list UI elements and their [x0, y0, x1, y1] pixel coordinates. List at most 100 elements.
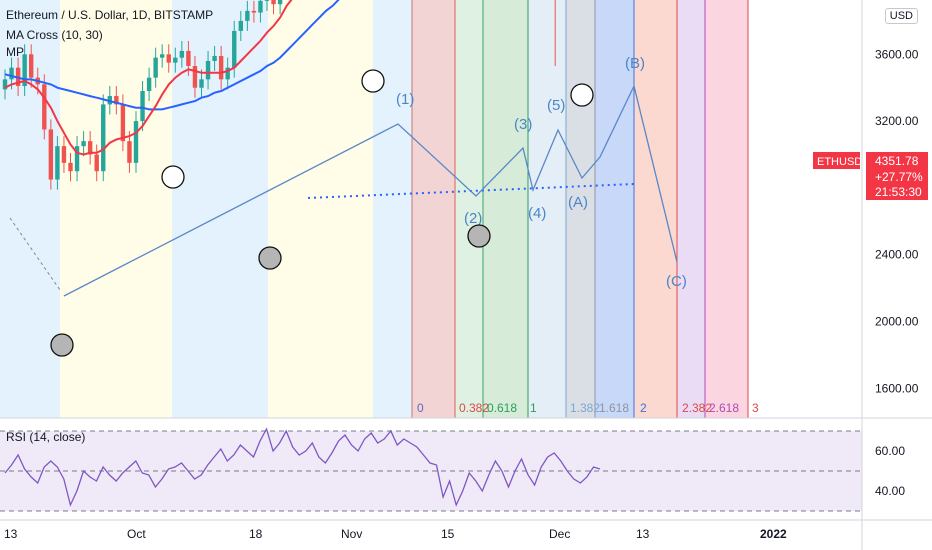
candle-body	[120, 104, 126, 142]
cycle-marker-circle	[467, 224, 491, 248]
candle-body	[271, 0, 276, 5]
candle-body	[238, 20, 243, 31]
fib-time-label: 0	[417, 401, 424, 415]
time-axis-label: Nov	[341, 527, 362, 541]
candle-body	[22, 54, 27, 87]
symbol-price-tag-bg	[813, 152, 860, 169]
fib-time-label: 2.382	[682, 401, 712, 415]
ma-cross-indicator-label[interactable]: MA Cross (10, 30)	[6, 28, 103, 42]
elliott-wave-path	[63, 84, 678, 297]
candle-body	[199, 79, 204, 88]
candle-body	[166, 54, 171, 63]
wave-label: (3)	[514, 116, 532, 133]
time-zone-band	[412, 0, 455, 418]
wave-label: (2)	[464, 210, 482, 227]
candle-body	[81, 141, 86, 147]
fib-time-label: 1.382	[570, 401, 600, 415]
candle-body	[61, 146, 67, 163]
time-axis-label: Oct	[127, 527, 146, 541]
candle-body	[251, 10, 257, 13]
time-axis-label: 18	[249, 527, 263, 541]
price-tick-label: 3600.00	[875, 47, 919, 61]
time-axis-label: 2022	[760, 527, 787, 541]
candle-body	[179, 50, 185, 58]
candle-body	[205, 60, 211, 80]
fib-time-label: 3	[752, 401, 759, 415]
time-zone-band	[455, 0, 483, 418]
candle-body	[160, 54, 165, 58]
price-tick-label: 1600.00	[875, 381, 919, 395]
time-zone-band	[483, 0, 528, 418]
time-zone-band	[60, 0, 172, 418]
dashed-trendline	[9, 217, 61, 291]
candle-body	[101, 104, 106, 172]
time-axis-label: 15	[441, 527, 455, 541]
ma30-line	[4, 0, 340, 111]
time-axis-label: 13	[4, 527, 18, 541]
wave-label: (4)	[528, 205, 546, 222]
candle-body	[48, 129, 54, 180]
candle-body	[173, 57, 178, 63]
candle-body	[2, 79, 8, 90]
symbol-price-tag: ETHUSD	[817, 156, 862, 168]
candle-body	[94, 154, 99, 172]
candle-body	[74, 146, 80, 172]
price-tick-label: 2000.00	[875, 315, 919, 329]
bar-countdown: 21:53:30	[875, 185, 922, 199]
cycle-marker-circle	[361, 69, 385, 93]
fib-time-label: 2	[640, 401, 647, 415]
price-tick-label: 3200.00	[875, 114, 919, 128]
cycle-marker-circle	[161, 165, 185, 189]
symbol-title: Ethereum / U.S. Dollar, 1D, BITSTAMP	[6, 8, 214, 22]
candle-body	[29, 54, 34, 78]
ma10-line	[4, 0, 293, 156]
cycle-marker-circle	[570, 83, 594, 107]
time-zone-band	[528, 0, 566, 418]
candle-body	[9, 67, 14, 80]
rsi-tick-label: 40.00	[875, 484, 905, 498]
rsi-band-background	[0, 431, 862, 511]
time-zone-band	[373, 0, 412, 418]
rsi-line	[4, 427, 601, 507]
time-zone-band	[268, 0, 373, 418]
currency-button[interactable]: USD	[884, 8, 918, 24]
time-zone-band	[705, 0, 748, 418]
fib-time-label: 2.618	[709, 401, 739, 415]
cycle-marker-circle	[258, 246, 282, 270]
candle-body	[127, 141, 132, 163]
candle-body	[87, 141, 93, 155]
time-zone-band	[634, 0, 677, 418]
cycle-marker-circle	[50, 333, 74, 357]
candle-body	[153, 57, 158, 78]
time-zone-band	[566, 0, 595, 418]
time-axis-label: 13	[636, 527, 650, 541]
time-zone-band	[595, 0, 634, 418]
candle-body	[258, 0, 263, 13]
candle-body	[133, 121, 139, 163]
last-price-value: 4351.78	[875, 154, 919, 168]
candle-body	[186, 50, 191, 66]
candle-body	[264, 0, 270, 1]
mp-indicator-label[interactable]: MP	[6, 45, 24, 59]
candle-body	[140, 91, 145, 122]
candle-body	[55, 146, 60, 180]
wave-label: (5)	[547, 97, 565, 114]
price-tick-label: 2400.00	[875, 248, 919, 262]
rsi-indicator-label[interactable]: RSI (14, close)	[6, 430, 86, 444]
candle-body	[68, 162, 73, 172]
wave-label: (B)	[625, 55, 645, 72]
candle-body	[225, 67, 230, 80]
time-axis-label: Dec	[549, 527, 570, 541]
price-change-percent: +27.77%	[875, 170, 923, 184]
candle-body	[218, 55, 224, 80]
wave-label: (C)	[666, 273, 687, 290]
candle-body	[277, 0, 283, 5]
candle-body	[42, 84, 47, 130]
fib-time-label: 0.382	[459, 401, 489, 415]
wave-label: (1)	[396, 91, 414, 108]
fib-time-label: 1.618	[599, 401, 629, 415]
candle-body	[212, 55, 217, 61]
rsi-tick-label: 60.00	[875, 444, 905, 458]
last-price-box	[866, 152, 928, 200]
